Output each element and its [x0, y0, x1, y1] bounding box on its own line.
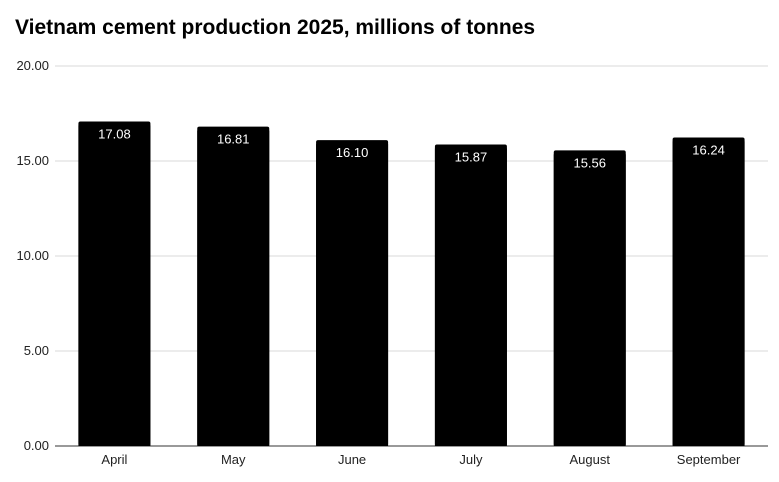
bar-base — [78, 125, 151, 446]
x-tick-label: May — [221, 452, 246, 467]
data-label: 15.56 — [573, 155, 606, 170]
bar-base — [434, 148, 507, 446]
chart-title: Vietnam cement production 2025, millions… — [15, 16, 536, 39]
data-label: 16.24 — [692, 142, 725, 157]
data-label: 16.10 — [336, 145, 369, 160]
bar-base — [672, 141, 745, 446]
bar-base — [553, 154, 626, 447]
x-tick-label: April — [101, 452, 127, 467]
x-tick-label: July — [459, 452, 483, 467]
x-tick-label: June — [338, 452, 366, 467]
y-tick-label: 20.00 — [16, 58, 49, 73]
y-tick-label: 10.00 — [16, 248, 49, 263]
y-tick-label: 5.00 — [24, 343, 49, 358]
data-label: 17.08 — [98, 126, 131, 141]
x-tick-label: September — [677, 452, 741, 467]
x-tick-label: August — [570, 452, 611, 467]
y-tick-label: 0.00 — [24, 438, 49, 453]
data-label: 16.81 — [217, 132, 250, 147]
y-tick-label: 15.00 — [16, 153, 49, 168]
bar-base — [197, 130, 270, 447]
data-label: 15.87 — [455, 149, 488, 164]
bar-base — [316, 144, 389, 446]
